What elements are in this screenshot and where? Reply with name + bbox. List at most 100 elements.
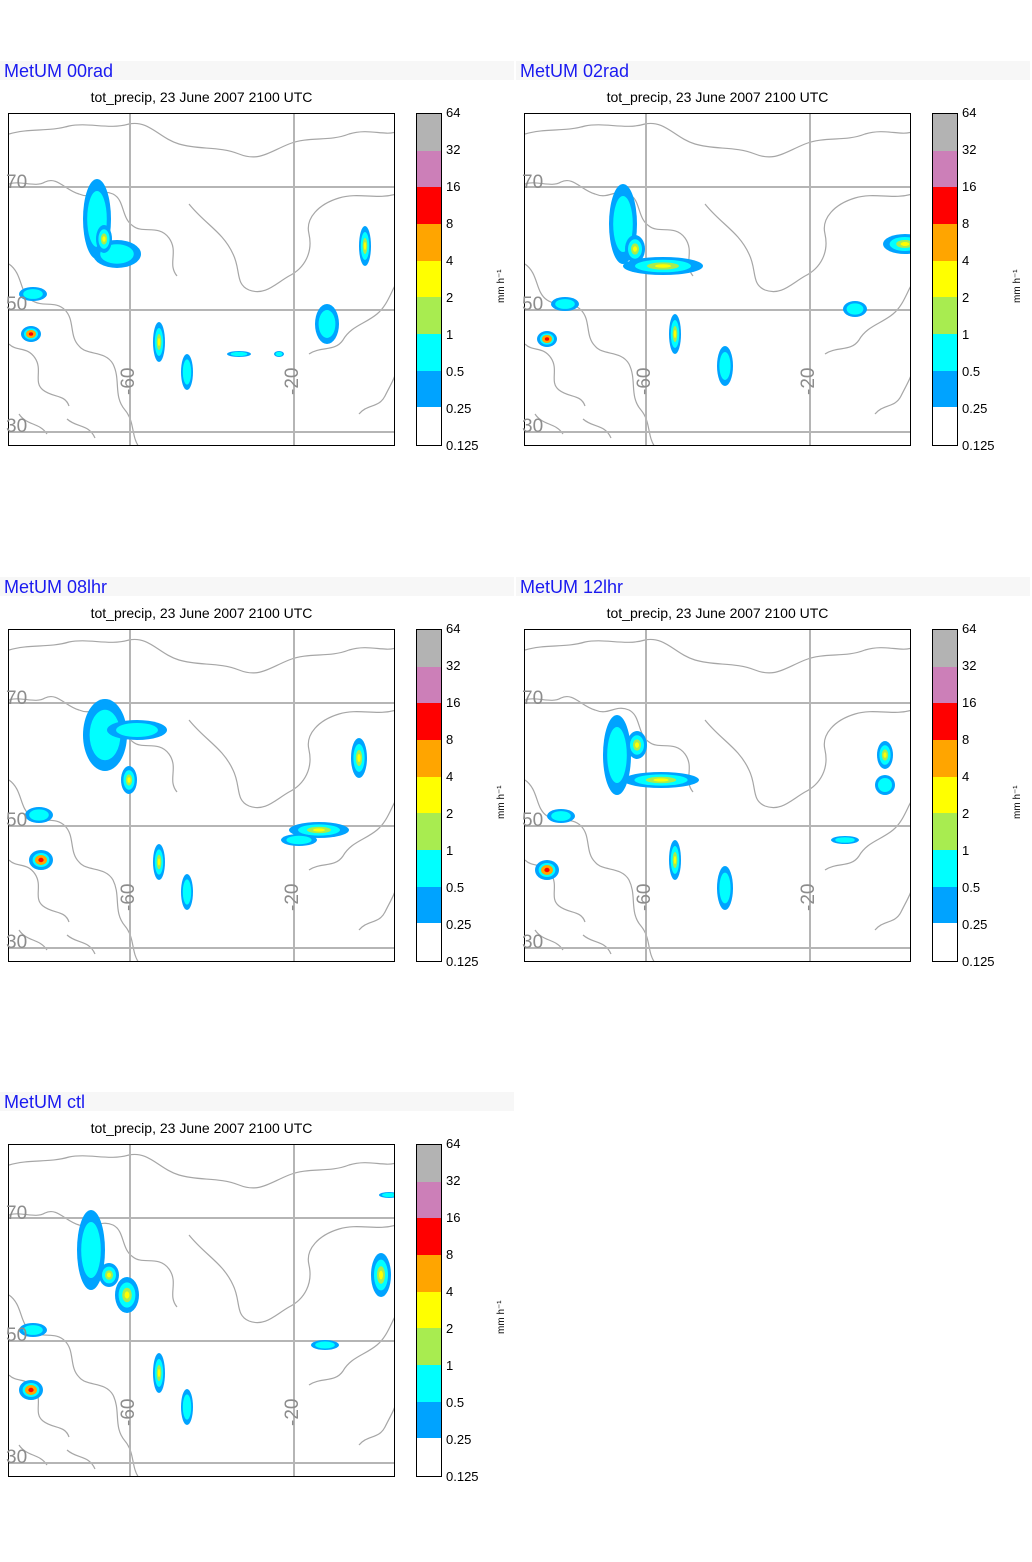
map-svg [9, 1145, 394, 1476]
colorbar-tick: 2 [962, 290, 970, 305]
colorbar-tick: 64 [446, 621, 461, 636]
coastline [9, 122, 394, 158]
precip-map [524, 113, 911, 446]
colorbar-swatch [933, 886, 957, 924]
precip-cell [25, 807, 53, 823]
precip-cell [623, 257, 703, 275]
lat-label: 50 [522, 294, 544, 315]
colorbar-tick: 1 [962, 327, 970, 342]
colorbar-tick: 1 [446, 1358, 454, 1373]
coastline [824, 802, 910, 931]
colorbar-tick: 0.5 [446, 880, 465, 895]
precip-map [524, 629, 911, 962]
colorbar-swatch [417, 1218, 441, 1256]
precip-cell [77, 1210, 105, 1290]
map-svg [9, 630, 394, 961]
colorbar-tick: 0.25 [962, 917, 988, 932]
colorbar-tick: 4 [962, 769, 970, 784]
precip-cell [669, 314, 681, 354]
lat-label: 50 [6, 294, 28, 315]
panel-title: MetUM 08lhr [4, 577, 108, 597]
colorbar-unit: mm h⁻¹ [496, 269, 507, 303]
lon-label: -20 [798, 367, 819, 395]
colorbar-unit: mm h⁻¹ [496, 1300, 507, 1334]
panel-title: MetUM 00rad [4, 61, 114, 81]
colorbar-tick: 8 [446, 216, 454, 231]
colorbar-tick: 16 [962, 695, 977, 710]
colorbar-tick: 0.5 [446, 1395, 465, 1410]
colorbar-tick: 32 [962, 658, 977, 673]
colorbar-tick: 0.125 [962, 438, 995, 453]
lat-label: 50 [522, 810, 544, 831]
precip-cell [121, 766, 137, 794]
colorbar [932, 113, 958, 446]
precip-cell [623, 772, 699, 788]
precip-cell [627, 731, 647, 759]
colorbar-tick: 64 [446, 105, 461, 120]
coastline [308, 286, 394, 415]
colorbar-swatch [933, 370, 957, 408]
precip-cell [19, 1380, 43, 1400]
colorbar-swatch [933, 187, 957, 225]
colorbar-tick: 2 [446, 290, 454, 305]
colorbar-swatch [933, 630, 957, 668]
precip-cell [315, 304, 339, 344]
coastline [525, 180, 910, 293]
coastline [308, 1317, 394, 1446]
colorbar-swatch [417, 1255, 441, 1293]
colorbar-tick: 16 [446, 1210, 461, 1225]
map-svg [9, 114, 394, 445]
colorbar-swatch [417, 224, 441, 262]
map-panel: MetUM 12lhr tot_precip, 23 June 2007 2100… [516, 577, 1030, 1047]
precip-cell [227, 351, 251, 357]
colorbar [416, 113, 442, 446]
colorbar-swatch [417, 334, 441, 372]
precip-cell [21, 326, 41, 342]
colorbar-swatch [417, 1145, 441, 1183]
precip-cell [717, 346, 733, 386]
colorbar-tick: 8 [446, 1247, 454, 1262]
lon-label: -60 [118, 367, 139, 395]
coastline [525, 122, 910, 158]
colorbar-swatch [417, 297, 441, 335]
lat-label: 70 [522, 172, 544, 193]
colorbar-tick: 0.25 [446, 401, 472, 416]
colorbar-swatch [417, 407, 441, 445]
precip-cell [371, 1253, 391, 1297]
colorbar-tick: 0.25 [446, 917, 472, 932]
precip-cell [603, 715, 631, 795]
lon-label: -20 [282, 367, 303, 395]
coastline [9, 180, 394, 293]
colorbar-tick: 16 [446, 179, 461, 194]
precip-cell [877, 741, 893, 769]
colorbar-swatch [417, 740, 441, 778]
precip-cell [153, 844, 165, 880]
colorbar-tick: 8 [446, 732, 454, 747]
colorbar-swatch [933, 150, 957, 188]
colorbar-tick: 2 [446, 1321, 454, 1336]
precip-cell [717, 866, 733, 910]
colorbar-swatch [417, 1181, 441, 1219]
colorbar-tick: 1 [446, 843, 454, 858]
colorbar-tick: 4 [446, 1284, 454, 1299]
colorbar-tick: 0.125 [962, 954, 995, 969]
map-subtitle: tot_precip, 23 June 2007 2100 UTC [90, 605, 313, 621]
colorbar-tick: 0.5 [962, 880, 981, 895]
precip-cell [29, 850, 53, 870]
colorbar-tick: 16 [962, 179, 977, 194]
colorbar-tick: 32 [446, 658, 461, 673]
coastline [9, 638, 394, 674]
colorbar-tick: 32 [446, 1173, 461, 1188]
colorbar-swatch [933, 813, 957, 851]
precip-cell [359, 226, 371, 266]
precip-cell [115, 1277, 139, 1313]
colorbar-tick: 0.25 [962, 401, 988, 416]
precip-cell [96, 225, 112, 253]
precip-cell [535, 860, 559, 880]
colorbar-swatch [417, 1438, 441, 1476]
colorbar-swatch [417, 923, 441, 961]
precip-cell [83, 699, 127, 771]
coastline [9, 779, 139, 961]
colorbar-unit: mm h⁻¹ [1012, 269, 1023, 303]
colorbar-swatch [417, 150, 441, 188]
